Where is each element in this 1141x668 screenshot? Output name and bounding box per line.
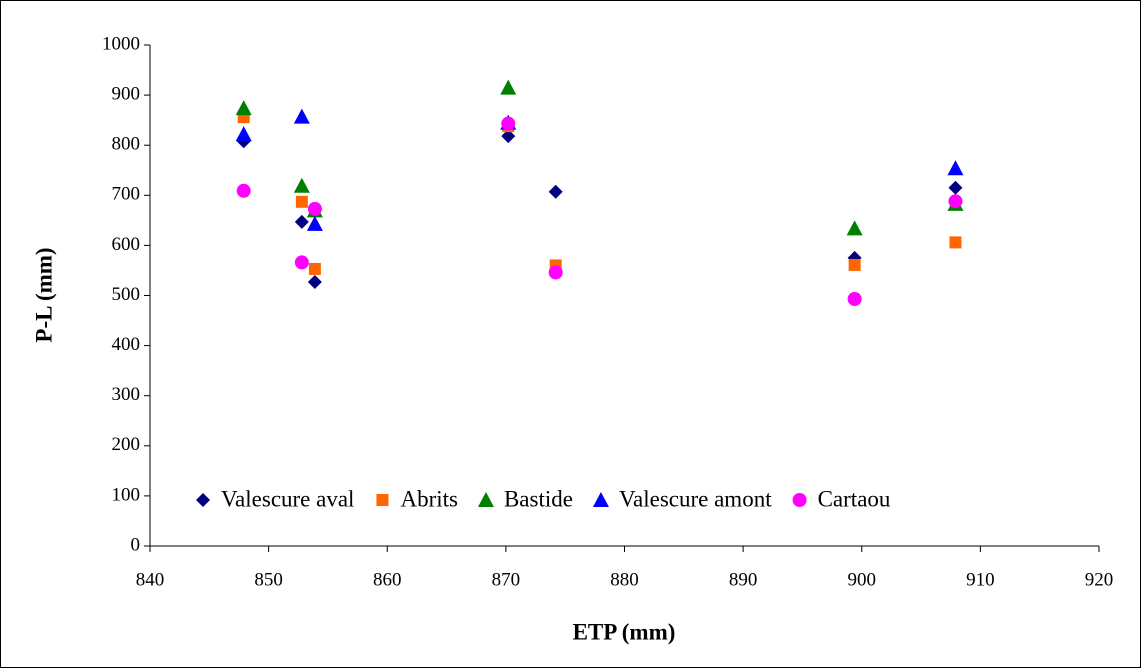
point [236, 183, 251, 198]
point [294, 214, 309, 229]
legend-label: Valescure aval [221, 486, 354, 511]
x-tick-label: 840 [136, 569, 165, 590]
legend-marker [376, 494, 389, 506]
y-axis-title: P-L (mm) [31, 247, 56, 342]
legend-label: Abrits [400, 486, 458, 511]
point [235, 126, 252, 142]
point [501, 129, 516, 144]
y-tick-label: 600 [112, 234, 141, 255]
point [308, 262, 321, 275]
point [293, 177, 310, 193]
x-tick-label: 900 [848, 569, 877, 590]
x-tick-label: 850 [254, 569, 283, 590]
point [848, 258, 861, 271]
legend-label: Valescure amont [619, 486, 772, 511]
y-tick-label: 0 [131, 534, 141, 555]
y-tick-label: 300 [112, 384, 141, 405]
point [501, 116, 516, 131]
point [548, 265, 563, 280]
legend-label: Bastide [504, 486, 573, 511]
y-tick-label: 800 [112, 134, 141, 155]
legend-marker [792, 493, 807, 507]
x-tick-label: 910 [966, 569, 995, 590]
legend-label: Cartaou [818, 486, 891, 511]
y-tick-label: 900 [112, 83, 141, 104]
x-tick-label: 920 [1085, 569, 1114, 590]
point [294, 255, 309, 270]
point [948, 194, 963, 209]
y-tick-label: 500 [112, 284, 141, 305]
point [947, 160, 964, 176]
legend-marker [477, 492, 494, 507]
point [306, 215, 323, 231]
point [295, 195, 308, 208]
point [548, 184, 563, 199]
x-tick-label: 870 [492, 569, 521, 590]
y-tick-label: 700 [112, 184, 141, 205]
legend-marker [592, 492, 609, 507]
legend-marker [196, 493, 210, 507]
x-tick-label: 860 [373, 569, 402, 590]
point [847, 292, 862, 307]
x-tick-label: 880 [610, 569, 639, 590]
point [500, 79, 517, 95]
point [948, 180, 963, 195]
point [949, 236, 962, 249]
point [307, 201, 322, 216]
y-tick-label: 1000 [102, 33, 140, 54]
point [846, 220, 863, 236]
x-tick-label: 890 [729, 569, 758, 590]
x-axis-title: ETP (mm) [573, 619, 676, 644]
y-tick-label: 100 [112, 484, 141, 505]
point [235, 100, 252, 116]
point [307, 274, 322, 289]
y-tick-label: 200 [112, 434, 141, 455]
y-tick-label: 400 [112, 334, 141, 355]
point [293, 108, 310, 124]
